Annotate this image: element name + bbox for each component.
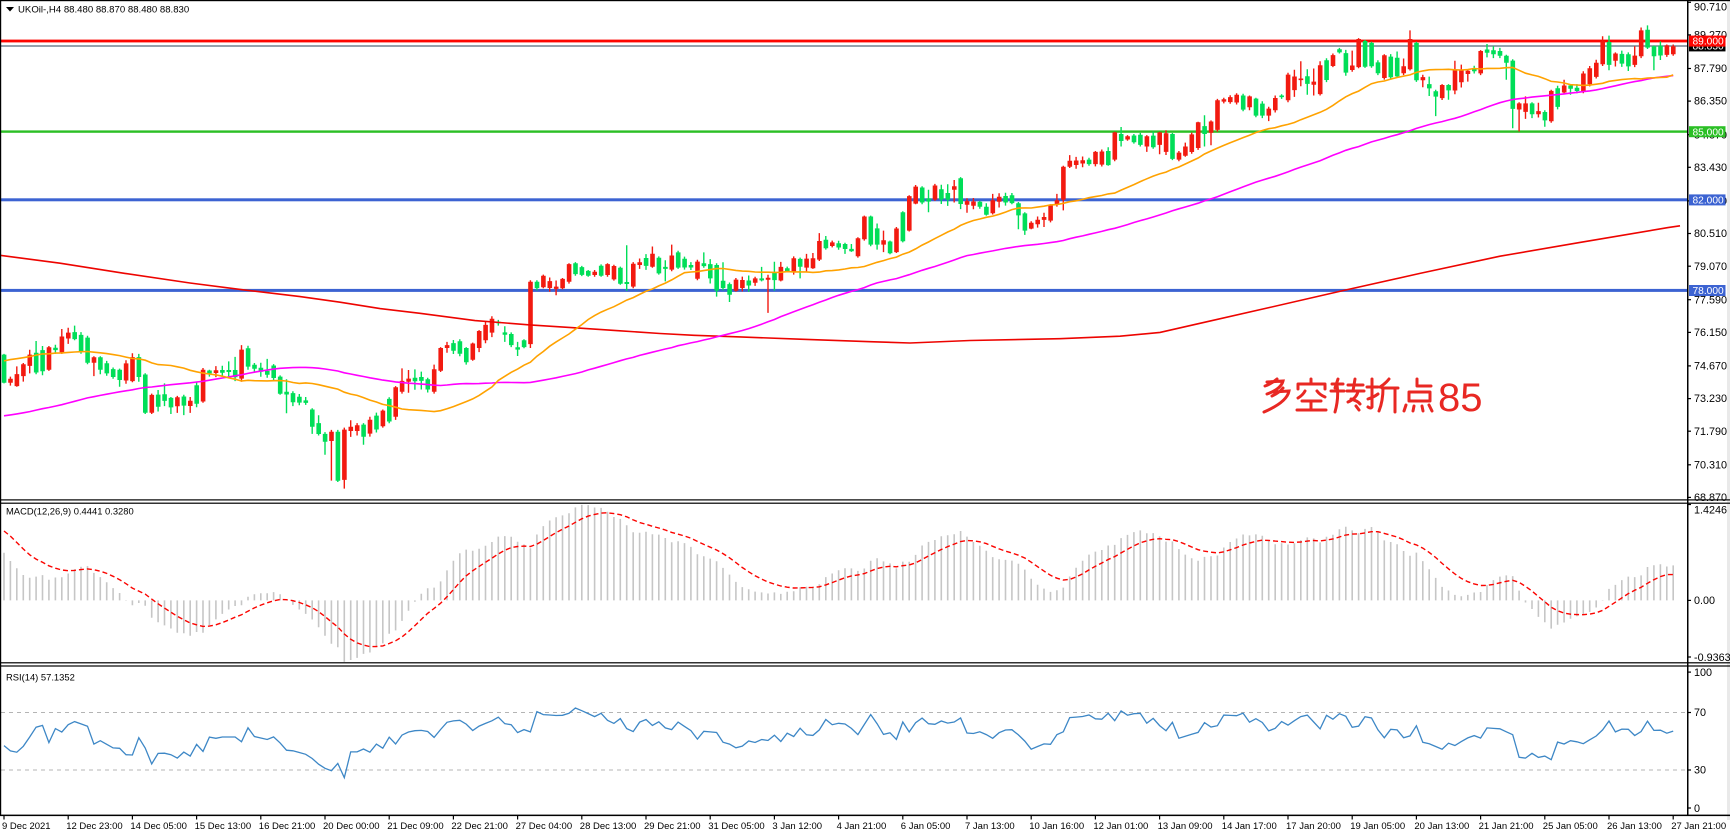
svg-text:29 Dec 21:00: 29 Dec 21:00 bbox=[644, 821, 701, 832]
svg-text:87.790: 87.790 bbox=[1694, 63, 1727, 75]
svg-text:88.830: 88.830 bbox=[1693, 42, 1724, 53]
svg-text:UKOil-,H4 88.480 88.870 88.48: UKOil-,H4 88.480 88.870 88.480 88.830 bbox=[18, 4, 189, 15]
svg-text:70: 70 bbox=[1694, 707, 1706, 719]
svg-text:26 Jan 13:00: 26 Jan 13:00 bbox=[1607, 821, 1662, 832]
svg-text:73.230: 73.230 bbox=[1694, 393, 1727, 405]
svg-text:7 Jan 13:00: 7 Jan 13:00 bbox=[965, 821, 1015, 832]
svg-text:20 Jan 13:00: 20 Jan 13:00 bbox=[1414, 821, 1469, 832]
svg-text:1.4246: 1.4246 bbox=[1694, 505, 1727, 517]
svg-text:30: 30 bbox=[1694, 765, 1706, 777]
svg-text:14 Jan 17:00: 14 Jan 17:00 bbox=[1222, 821, 1277, 832]
svg-text:89.000: 89.000 bbox=[1693, 37, 1724, 48]
svg-text:10 Jan 16:00: 10 Jan 16:00 bbox=[1029, 821, 1084, 832]
svg-text:68.870: 68.870 bbox=[1694, 492, 1727, 504]
svg-text:RSI(14) 57.1352: RSI(14) 57.1352 bbox=[6, 672, 75, 683]
svg-text:17 Jan 20:00: 17 Jan 20:00 bbox=[1286, 821, 1341, 832]
svg-text:31 Dec 05:00: 31 Dec 05:00 bbox=[708, 821, 765, 832]
svg-text:20 Dec 00:00: 20 Dec 00:00 bbox=[323, 821, 380, 832]
svg-text:83.430: 83.430 bbox=[1694, 162, 1727, 174]
svg-text:MACD(12,26,9) 0.4441 0.3280: MACD(12,26,9) 0.4441 0.3280 bbox=[6, 506, 134, 517]
svg-text:71.790: 71.790 bbox=[1694, 426, 1727, 438]
svg-text:28 Dec 13:00: 28 Dec 13:00 bbox=[580, 821, 637, 832]
svg-text:82.000: 82.000 bbox=[1693, 196, 1724, 207]
svg-text:21 Dec 09:00: 21 Dec 09:00 bbox=[387, 821, 444, 832]
svg-text:13 Jan 09:00: 13 Jan 09:00 bbox=[1158, 821, 1213, 832]
svg-text:19 Jan 05:00: 19 Jan 05:00 bbox=[1350, 821, 1405, 832]
svg-text:70.310: 70.310 bbox=[1694, 459, 1727, 471]
svg-text:9 Dec 2021: 9 Dec 2021 bbox=[2, 821, 51, 832]
svg-text:21 Jan 21:00: 21 Jan 21:00 bbox=[1479, 821, 1534, 832]
svg-text:6 Jan 05:00: 6 Jan 05:00 bbox=[901, 821, 951, 832]
svg-text:0.00: 0.00 bbox=[1694, 595, 1715, 607]
svg-text:4 Jan 21:00: 4 Jan 21:00 bbox=[837, 821, 887, 832]
svg-text:16 Dec 21:00: 16 Dec 21:00 bbox=[259, 821, 316, 832]
svg-text:85.000: 85.000 bbox=[1693, 127, 1724, 138]
svg-text:27 Jan 21:00: 27 Jan 21:00 bbox=[1671, 821, 1726, 832]
svg-text:12 Jan 01:00: 12 Jan 01:00 bbox=[1093, 821, 1148, 832]
svg-text:77.590: 77.590 bbox=[1694, 294, 1727, 306]
svg-text:27 Dec 04:00: 27 Dec 04:00 bbox=[516, 821, 573, 832]
svg-text:0: 0 bbox=[1694, 803, 1700, 815]
svg-text:22 Dec 21:00: 22 Dec 21:00 bbox=[451, 821, 508, 832]
svg-text:12 Dec 23:00: 12 Dec 23:00 bbox=[66, 821, 123, 832]
svg-text:-0.9363: -0.9363 bbox=[1694, 652, 1730, 664]
svg-text:90.710: 90.710 bbox=[1694, 2, 1727, 14]
svg-text:86.350: 86.350 bbox=[1694, 96, 1727, 108]
svg-text:3 Jan 12:00: 3 Jan 12:00 bbox=[772, 821, 822, 832]
svg-text:15 Dec 13:00: 15 Dec 13:00 bbox=[195, 821, 252, 832]
svg-text:76.150: 76.150 bbox=[1694, 327, 1727, 339]
svg-text:79.070: 79.070 bbox=[1694, 261, 1727, 273]
svg-text:14 Dec 05:00: 14 Dec 05:00 bbox=[130, 821, 187, 832]
svg-text:80.510: 80.510 bbox=[1694, 228, 1727, 240]
svg-text:100: 100 bbox=[1694, 667, 1712, 679]
svg-text:85: 85 bbox=[1438, 376, 1483, 420]
svg-text:25 Jan 05:00: 25 Jan 05:00 bbox=[1543, 821, 1598, 832]
svg-text:74.670: 74.670 bbox=[1694, 361, 1727, 373]
svg-text:78.000: 78.000 bbox=[1693, 286, 1724, 297]
